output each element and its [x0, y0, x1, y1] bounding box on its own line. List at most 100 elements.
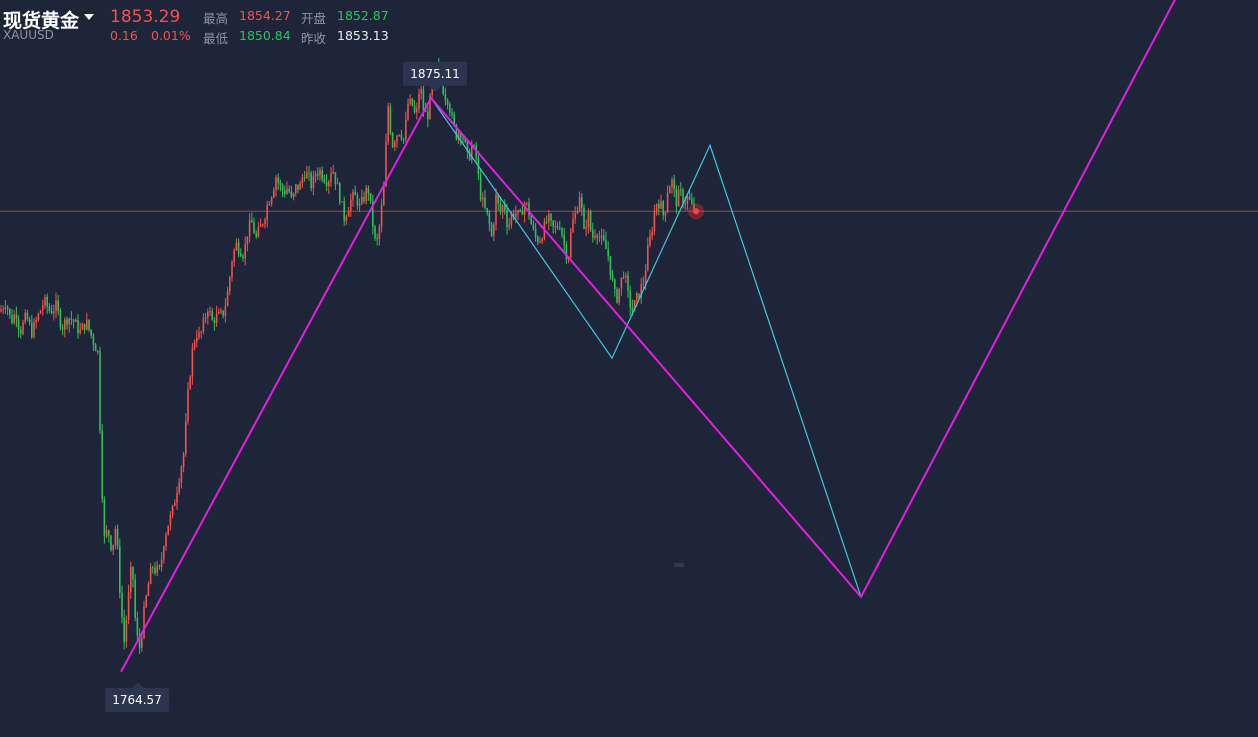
candle-body: [422, 89, 425, 111]
candle-body: [301, 177, 304, 184]
open-label: 开盘: [301, 11, 327, 26]
candle-body: [618, 288, 620, 303]
candle-body: [466, 141, 469, 152]
candle-body: [442, 78, 444, 95]
candle-body: [387, 106, 389, 142]
candle-body: [92, 335, 95, 345]
candle-body: [319, 170, 321, 176]
candle-body: [405, 119, 407, 139]
candle-body: [334, 172, 337, 184]
candle-body: [352, 191, 354, 200]
candle-body: [462, 138, 464, 140]
candle-body: [427, 111, 429, 120]
candle-body: [534, 228, 537, 238]
candle-body: [372, 201, 374, 227]
candle-body: [530, 215, 532, 225]
candle-body: [636, 293, 638, 301]
candle-body: [64, 319, 66, 330]
candle-body: [24, 312, 26, 323]
candle-body: [391, 133, 394, 147]
candle-body: [147, 584, 150, 596]
candle-body: [237, 242, 240, 254]
prev-close-label: 昨收: [301, 31, 327, 46]
candle-body: [127, 592, 130, 620]
candle-body: [270, 197, 273, 204]
candle-body: [277, 177, 279, 183]
candle-body: [112, 544, 114, 551]
candle-body: [622, 277, 625, 279]
candle-body: [328, 181, 330, 187]
candle-body: [33, 322, 35, 337]
candle-body: [44, 297, 46, 306]
candlestick-series: [0, 57, 695, 654]
current-price-dot: [693, 208, 699, 215]
candle-body: [495, 194, 497, 225]
low-value: 1850.84: [239, 28, 291, 43]
candle-body: [380, 205, 383, 227]
candle-body: [409, 98, 411, 104]
candle-body: [134, 579, 136, 618]
candle-body: [6, 307, 9, 309]
candle-body: [39, 310, 42, 314]
candle-body: [361, 197, 363, 204]
candle-body: [224, 306, 227, 316]
candle-body: [268, 203, 271, 206]
instrument-title[interactable]: 现货黄金: [3, 10, 80, 32]
candle-body: [37, 313, 40, 320]
prev-close-value: 1853.13: [337, 28, 389, 43]
candle-body: [154, 568, 156, 573]
candle-body: [103, 499, 106, 536]
candle-body: [132, 566, 134, 580]
candle-body: [620, 277, 623, 289]
candle-body: [180, 466, 183, 483]
candle-body: [607, 249, 609, 257]
candle-body: [42, 305, 44, 311]
candle-body: [31, 322, 33, 337]
candle-body: [572, 218, 574, 233]
candle-body: [160, 559, 163, 567]
candle-body: [242, 256, 244, 259]
candle-body: [97, 350, 99, 352]
candle-body: [411, 98, 414, 106]
candle-body: [367, 187, 370, 194]
candle-body: [279, 182, 282, 186]
candle-body: [594, 235, 596, 238]
candle-body: [94, 344, 97, 352]
candle-body: [185, 421, 187, 454]
candle-body: [231, 261, 233, 278]
candle-body: [378, 226, 381, 239]
candle-body: [266, 205, 268, 220]
candle-body: [598, 237, 601, 239]
candle-body: [625, 275, 627, 278]
candle-body: [114, 528, 117, 545]
candle-body: [684, 203, 686, 205]
candle-body: [26, 312, 29, 320]
candle-body: [655, 204, 658, 213]
candle-body: [374, 226, 376, 239]
candle-body: [565, 244, 568, 260]
candle-body: [398, 134, 400, 136]
candle-body: [55, 300, 57, 311]
candle-body: [501, 205, 504, 212]
candle-body: [262, 224, 264, 226]
candle-body: [116, 528, 119, 547]
candle-body: [526, 202, 528, 204]
candle-body: [550, 213, 552, 221]
candle-body: [53, 310, 55, 314]
candle-body: [548, 213, 550, 222]
candle-body: [121, 593, 123, 618]
candle-body: [539, 241, 541, 243]
instrument-dropdown-caret-icon[interactable]: [84, 14, 94, 20]
candle-body: [248, 220, 251, 237]
candle-body: [339, 183, 341, 203]
candle-body: [455, 124, 458, 140]
candle-body: [603, 235, 605, 240]
candle-body: [570, 232, 572, 258]
candle-body: [105, 530, 108, 536]
candle-body: [680, 189, 682, 191]
candle-body: [86, 319, 88, 330]
candle-body: [75, 319, 77, 322]
max-price-tag-pointer: [429, 86, 441, 93]
candle-body: [493, 224, 495, 236]
